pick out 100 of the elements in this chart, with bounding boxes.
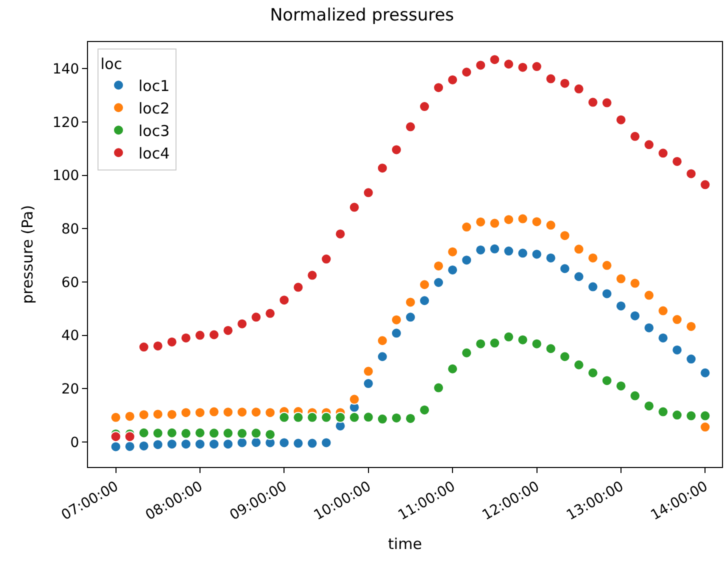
point	[517, 334, 528, 346]
point	[433, 382, 444, 394]
point	[194, 438, 206, 450]
point	[475, 338, 486, 350]
point	[700, 422, 711, 433]
point	[461, 222, 472, 233]
point	[110, 441, 122, 452]
point	[264, 308, 276, 319]
point	[658, 406, 669, 418]
point	[489, 54, 500, 66]
point	[419, 279, 430, 290]
point	[630, 130, 640, 142]
point	[334, 412, 346, 423]
legend-label: loc1	[138, 76, 170, 95]
point	[348, 412, 360, 423]
point	[152, 428, 164, 439]
point	[461, 347, 472, 358]
point	[644, 139, 655, 150]
point	[222, 428, 234, 439]
point	[348, 202, 360, 213]
point	[180, 332, 192, 344]
point	[700, 179, 711, 190]
y-tick-label: 60	[61, 274, 80, 291]
point	[517, 248, 528, 259]
point	[630, 278, 640, 289]
legend-title: loc	[100, 54, 122, 73]
point	[559, 230, 570, 242]
point	[419, 295, 430, 306]
point	[587, 96, 598, 108]
legend-label: loc2	[138, 99, 170, 118]
point	[320, 437, 332, 448]
point	[489, 218, 500, 229]
point	[545, 220, 556, 231]
point	[320, 254, 332, 265]
point	[559, 351, 570, 362]
point	[658, 148, 669, 159]
point	[362, 187, 374, 198]
point	[644, 322, 655, 334]
y-tick-label: 100	[52, 168, 80, 184]
point	[503, 214, 514, 226]
point	[362, 366, 374, 377]
point	[672, 314, 683, 326]
point	[194, 407, 206, 418]
point	[531, 61, 542, 72]
y-tick-label: 80	[61, 222, 80, 238]
point	[686, 354, 697, 365]
point	[390, 328, 402, 339]
point	[250, 428, 262, 439]
point	[292, 438, 304, 449]
x-axis-title: time	[388, 534, 422, 553]
point	[222, 406, 234, 418]
y-tick-label: 40	[61, 328, 80, 344]
point	[250, 312, 262, 323]
point	[250, 436, 262, 448]
point	[390, 144, 402, 156]
point	[700, 410, 711, 422]
point	[447, 264, 458, 276]
point	[306, 412, 318, 423]
point	[306, 270, 318, 281]
point	[180, 407, 192, 418]
point	[208, 428, 220, 439]
point	[461, 66, 472, 78]
point	[517, 213, 528, 224]
y-axis-title: pressure (Pa)	[18, 205, 37, 304]
point	[573, 244, 584, 255]
point	[461, 254, 472, 266]
point	[278, 294, 290, 306]
point	[531, 248, 542, 260]
point	[194, 427, 206, 438]
point	[419, 404, 430, 416]
point	[306, 438, 318, 449]
point	[152, 439, 164, 450]
point	[138, 427, 150, 438]
point	[587, 281, 598, 292]
point	[278, 437, 290, 448]
point	[573, 271, 584, 282]
point	[264, 407, 276, 418]
point	[545, 343, 556, 354]
point	[278, 412, 290, 423]
point	[475, 244, 486, 256]
point	[320, 412, 332, 423]
point	[630, 390, 640, 402]
y-tick-label: 120	[52, 114, 80, 131]
point	[658, 332, 669, 344]
legend-label: loc3	[138, 122, 170, 140]
point	[559, 263, 570, 274]
point	[559, 78, 570, 89]
point	[433, 277, 444, 288]
point	[686, 168, 697, 180]
point	[447, 246, 458, 258]
point	[672, 410, 683, 421]
point	[292, 282, 304, 293]
point	[601, 288, 612, 300]
point	[615, 273, 626, 284]
point	[334, 228, 346, 240]
point	[166, 336, 178, 348]
point	[236, 428, 248, 439]
chart-title: Normalized pressures	[270, 5, 454, 26]
point	[517, 62, 528, 73]
point	[376, 335, 388, 346]
